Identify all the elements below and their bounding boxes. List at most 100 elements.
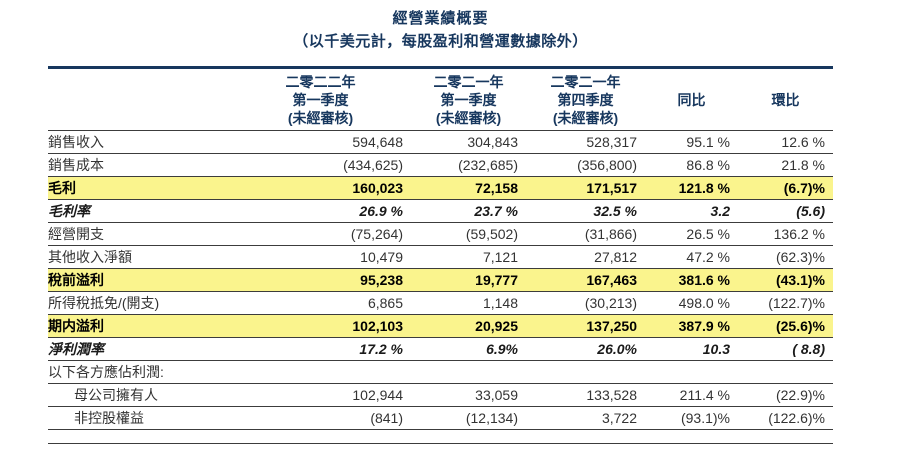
cell-value: 26.0% xyxy=(597,341,637,357)
cell-value: 304,843 xyxy=(467,134,518,150)
cell-value: 3.2 xyxy=(710,203,730,219)
table-row-gross-margin: 毛利率 26.9 % 23.7 % 32.5 % 3.2 (5.6) xyxy=(48,200,833,223)
cell-value: 26.9 % xyxy=(359,203,403,219)
cell-value: 121.8 % xyxy=(678,180,730,196)
cell-value: (25.6)% xyxy=(775,318,825,334)
table-row-other-income-net: 其他收入淨額 10,479 7,121 27,812 47.2 % (62.3)… xyxy=(48,246,833,269)
table-header-row: 二零二二年 第一季度 (未經審核) 二零二一年 第一季度 (未經審核) 二零二一… xyxy=(48,67,833,131)
cell-value: 86.8 % xyxy=(686,157,730,173)
cell-value: 23.7 % xyxy=(474,203,518,219)
cell-value: 47.2 % xyxy=(686,249,730,265)
cell-value: 7,121 xyxy=(482,249,518,265)
cell-value: 27,812 xyxy=(594,249,637,265)
cell-value: 6,865 xyxy=(367,295,403,311)
header-2022-q1: 二零二二年 第一季度 (未經審核) xyxy=(230,67,411,131)
table-row-profit-for-period: 期内溢利 102,103 20,925 137,250 387.9 % (25.… xyxy=(48,314,833,338)
cell-value: (93.1)% xyxy=(680,410,730,426)
cell-value: 136.2 % xyxy=(773,226,825,242)
cell-value: 387.9 % xyxy=(678,318,730,334)
table-row-operating-expenses: 經營開支 (75,264) (59,502) (31,866) 26.5 % 1… xyxy=(48,223,833,246)
cell-value: (122.6)% xyxy=(768,410,825,426)
cell-value: (59,502) xyxy=(465,226,518,242)
table-row-net-margin: 淨利潤率 17.2 % 6.9% 26.0% 10.3 ( 8.8) xyxy=(48,338,833,361)
cell-value: 21.8 % xyxy=(781,157,825,173)
report-header: 經營業績概要 （以千美元計，每股盈利和營運數據除外） xyxy=(48,9,833,52)
table-row-income-tax: 所得稅抵免/(開支) 6,865 1,148 (30,213) 498.0 % … xyxy=(48,292,833,315)
cell-value: 160,023 xyxy=(352,180,403,196)
row-label: 淨利潤率 xyxy=(48,341,104,357)
cell-value: (232,685) xyxy=(458,157,518,173)
row-label: 以下各方應佔利潤: xyxy=(48,364,164,380)
cell-value: 10,479 xyxy=(360,249,403,265)
cell-value: ( 8.8) xyxy=(792,341,825,357)
cell-value: 102,103 xyxy=(352,318,403,334)
cell-value: (30,213) xyxy=(584,295,637,311)
cell-value: 17.2 % xyxy=(359,341,403,357)
row-label: 期内溢利 xyxy=(48,318,104,334)
row-label: 毛利 xyxy=(48,180,76,196)
table-row-attributable-section: 以下各方應佔利潤: xyxy=(48,361,833,384)
row-label: 所得稅抵免/(開支) xyxy=(48,295,160,311)
cell-value: 20,925 xyxy=(475,318,518,334)
table-row-sales-revenue: 銷售收入 594,648 304,843 528,317 95.1 % 12.6… xyxy=(48,131,833,154)
cell-value: 72,158 xyxy=(475,180,518,196)
table-row-gross-profit: 毛利 160,023 72,158 171,517 121.8 % (6.7)% xyxy=(48,176,833,200)
page-title: 經營業績概要 xyxy=(392,10,489,27)
cell-value: (75,264) xyxy=(350,226,403,242)
page-subtitle: （以千美元計，每股盈利和營運數據除外） xyxy=(293,33,588,50)
table-row-cost-of-sales: 銷售成本 (434,625) (232,685) (356,800) 86.8 … xyxy=(48,154,833,177)
cell-value: 95.1 % xyxy=(686,134,730,150)
cell-value: (62.3)% xyxy=(775,249,825,265)
cell-value: 33,059 xyxy=(475,387,518,403)
header-2021-q1: 二零二一年 第一季度 (未經審核) xyxy=(411,67,526,131)
header-qoq: 環比 xyxy=(738,67,833,131)
cell-value: 95,238 xyxy=(360,272,403,288)
row-label: 銷售成本 xyxy=(48,157,104,173)
row-label: 稅前溢利 xyxy=(48,272,104,288)
cell-value: 167,463 xyxy=(586,272,637,288)
cell-value: 381.6 % xyxy=(678,272,730,288)
cell-value: (356,800) xyxy=(577,157,637,173)
header-2021-q4: 二零二一年 第四季度 (未經審核) xyxy=(526,67,645,131)
table-row-owners-of-parent: 母公司擁有人 102,944 33,059 133,528 211.4 % (2… xyxy=(48,384,833,407)
cell-value: 19,777 xyxy=(475,272,518,288)
cell-value: 594,648 xyxy=(352,134,403,150)
cell-value: 171,517 xyxy=(586,180,637,196)
row-label: 銷售收入 xyxy=(48,134,104,150)
row-label: 非控股權益 xyxy=(74,410,144,426)
row-label: 經營開支 xyxy=(48,226,104,242)
cell-value: 12.6 % xyxy=(781,134,825,150)
cell-value: (5.6) xyxy=(796,203,825,219)
cell-value: 498.0 % xyxy=(678,295,730,311)
cell-value: 3,722 xyxy=(601,410,637,426)
cell-value: 26.5 % xyxy=(686,226,730,242)
cell-value: 102,944 xyxy=(352,387,403,403)
row-label: 其他收入淨額 xyxy=(48,249,132,265)
cell-value: 32.5 % xyxy=(593,203,637,219)
cell-value: (841) xyxy=(370,410,403,426)
cell-value: (31,866) xyxy=(584,226,637,242)
cell-value: (434,625) xyxy=(343,157,403,173)
cell-value: 211.4 % xyxy=(679,387,730,403)
cell-value: 6.9% xyxy=(486,341,518,357)
cell-value: 528,317 xyxy=(586,134,637,150)
cell-value: (6.7)% xyxy=(783,180,825,196)
cell-value: 10.3 xyxy=(702,341,730,357)
header-empty xyxy=(48,67,230,131)
cell-value: (43.1)% xyxy=(775,272,825,288)
table-row-non-controlling-interests: 非控股權益 (841) (12,134) 3,722 (93.1)% (122.… xyxy=(48,407,833,430)
cell-value: 133,528 xyxy=(586,387,637,403)
bottom-divider xyxy=(48,443,833,444)
cell-value: (122.7)% xyxy=(768,295,825,311)
cell-value: (22.9)% xyxy=(775,387,825,403)
cell-value: 1,148 xyxy=(482,295,518,311)
cell-value: (12,134) xyxy=(465,410,518,426)
header-yoy: 同比 xyxy=(645,67,738,131)
row-label: 母公司擁有人 xyxy=(74,387,158,403)
results-table: 二零二二年 第一季度 (未經審核) 二零二一年 第一季度 (未經審核) 二零二一… xyxy=(48,66,833,430)
table-row-profit-before-tax: 稅前溢利 95,238 19,777 167,463 381.6 % (43.1… xyxy=(48,268,833,292)
row-label: 毛利率 xyxy=(48,203,90,219)
results-table-container: 二零二二年 第一季度 (未經審核) 二零二一年 第一季度 (未經審核) 二零二一… xyxy=(48,66,833,430)
cell-value: 137,250 xyxy=(586,318,637,334)
